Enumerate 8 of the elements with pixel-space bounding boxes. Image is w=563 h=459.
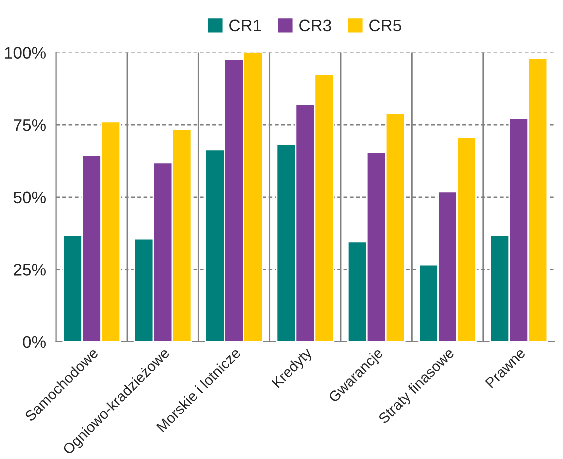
legend-label: CR1 — [230, 20, 262, 32]
y-tick-label: 100% — [5, 47, 46, 59]
legend-label: CR3 — [300, 20, 332, 32]
y-tick-label: 50% — [14, 192, 46, 204]
y-tick-label: 0% — [23, 336, 46, 348]
y-tick-label: 75% — [14, 120, 46, 132]
legend-label: CR5 — [370, 20, 402, 32]
y-tick-label: 25% — [14, 264, 46, 276]
